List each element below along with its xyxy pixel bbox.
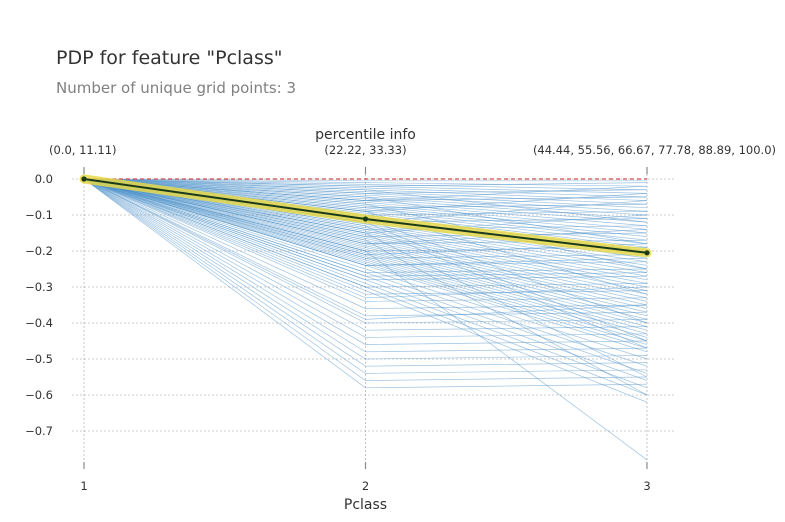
ice-line [83,178,648,259]
ice-line [83,178,648,327]
ice-line [83,178,648,245]
ice-line [83,178,648,299]
ice-line [83,178,648,320]
ice-line [83,178,648,353]
ice-line [83,178,648,299]
ice-line [83,178,648,324]
ice-line [83,178,648,281]
ice-line [83,178,648,234]
ice-line [83,178,648,320]
chart-subtitle: Number of unique grid points: 3 [56,79,297,97]
ice-line [83,178,648,381]
ice-line [83,178,648,313]
ice-line [83,178,648,309]
ice-line [83,178,648,255]
ice-line [83,178,648,288]
pdp-point [362,216,369,222]
ice-line [83,178,648,403]
top-axis-label: percentile info [315,127,416,143]
pdp-point [81,176,87,182]
ice-line [83,178,648,302]
ice-line [83,178,648,245]
ice-line [83,178,648,191]
y-tick-label: 0.0 [35,172,53,186]
ice-line [83,178,648,227]
ice-line [83,178,648,317]
pdp-line-group [79,174,652,258]
percentile-label: (0.0, 11.11) [49,143,117,157]
ice-line [83,178,648,277]
ice-line [83,178,648,345]
ice-line [83,178,648,338]
x-axis-label: Pclass [344,497,387,513]
chart-title: PDP for feature "Pclass" [56,47,283,69]
ice-line [83,178,648,212]
y-tick-label: −0.6 [25,388,53,402]
ice-line [83,178,648,349]
ice-line [83,178,648,219]
ice-line [83,178,648,389]
ice-line [83,178,648,367]
ice-line [83,178,648,223]
y-tick-label: −0.3 [25,280,53,294]
ice-line [83,178,648,335]
percentile-label: (22.22, 33.33) [324,143,406,157]
ice-line [83,178,648,461]
ice-line [83,178,648,205]
y-tick-label: −0.7 [25,424,53,438]
ice-line [83,178,648,317]
ice-line [83,178,648,306]
ice-line [83,178,648,198]
ice-line [83,178,648,374]
ice-line [83,178,648,360]
ice-line [83,178,648,342]
pdp-point [644,250,650,256]
ice-line [83,178,648,266]
ice-line [83,178,648,331]
ice-line [83,178,648,187]
y-tick-label: −0.5 [25,352,53,366]
y-tick-label: −0.2 [25,244,53,258]
y-tick-label: −0.1 [25,208,53,222]
ice-line [83,178,648,187]
x-tick-label: 3 [643,479,650,493]
y-tick-label: −0.4 [25,316,53,330]
ice-line [83,178,648,345]
x-tick-label: 2 [362,479,369,493]
ice-line [83,178,648,201]
ice-line [83,178,648,389]
ice-line [83,178,648,291]
ice-line [83,178,648,295]
percentile-label: (44.44, 55.56, 66.67, 77.78, 88.89, 100.… [533,143,776,157]
ice-line [83,178,648,396]
ice-line [83,178,648,273]
axes: 0.0 −0.1 −0.2 −0.3 −0.4 −0.5 −0.6 −0.7 1 (0.0, 11… [25,127,776,513]
x-tick-label: 1 [80,479,87,493]
